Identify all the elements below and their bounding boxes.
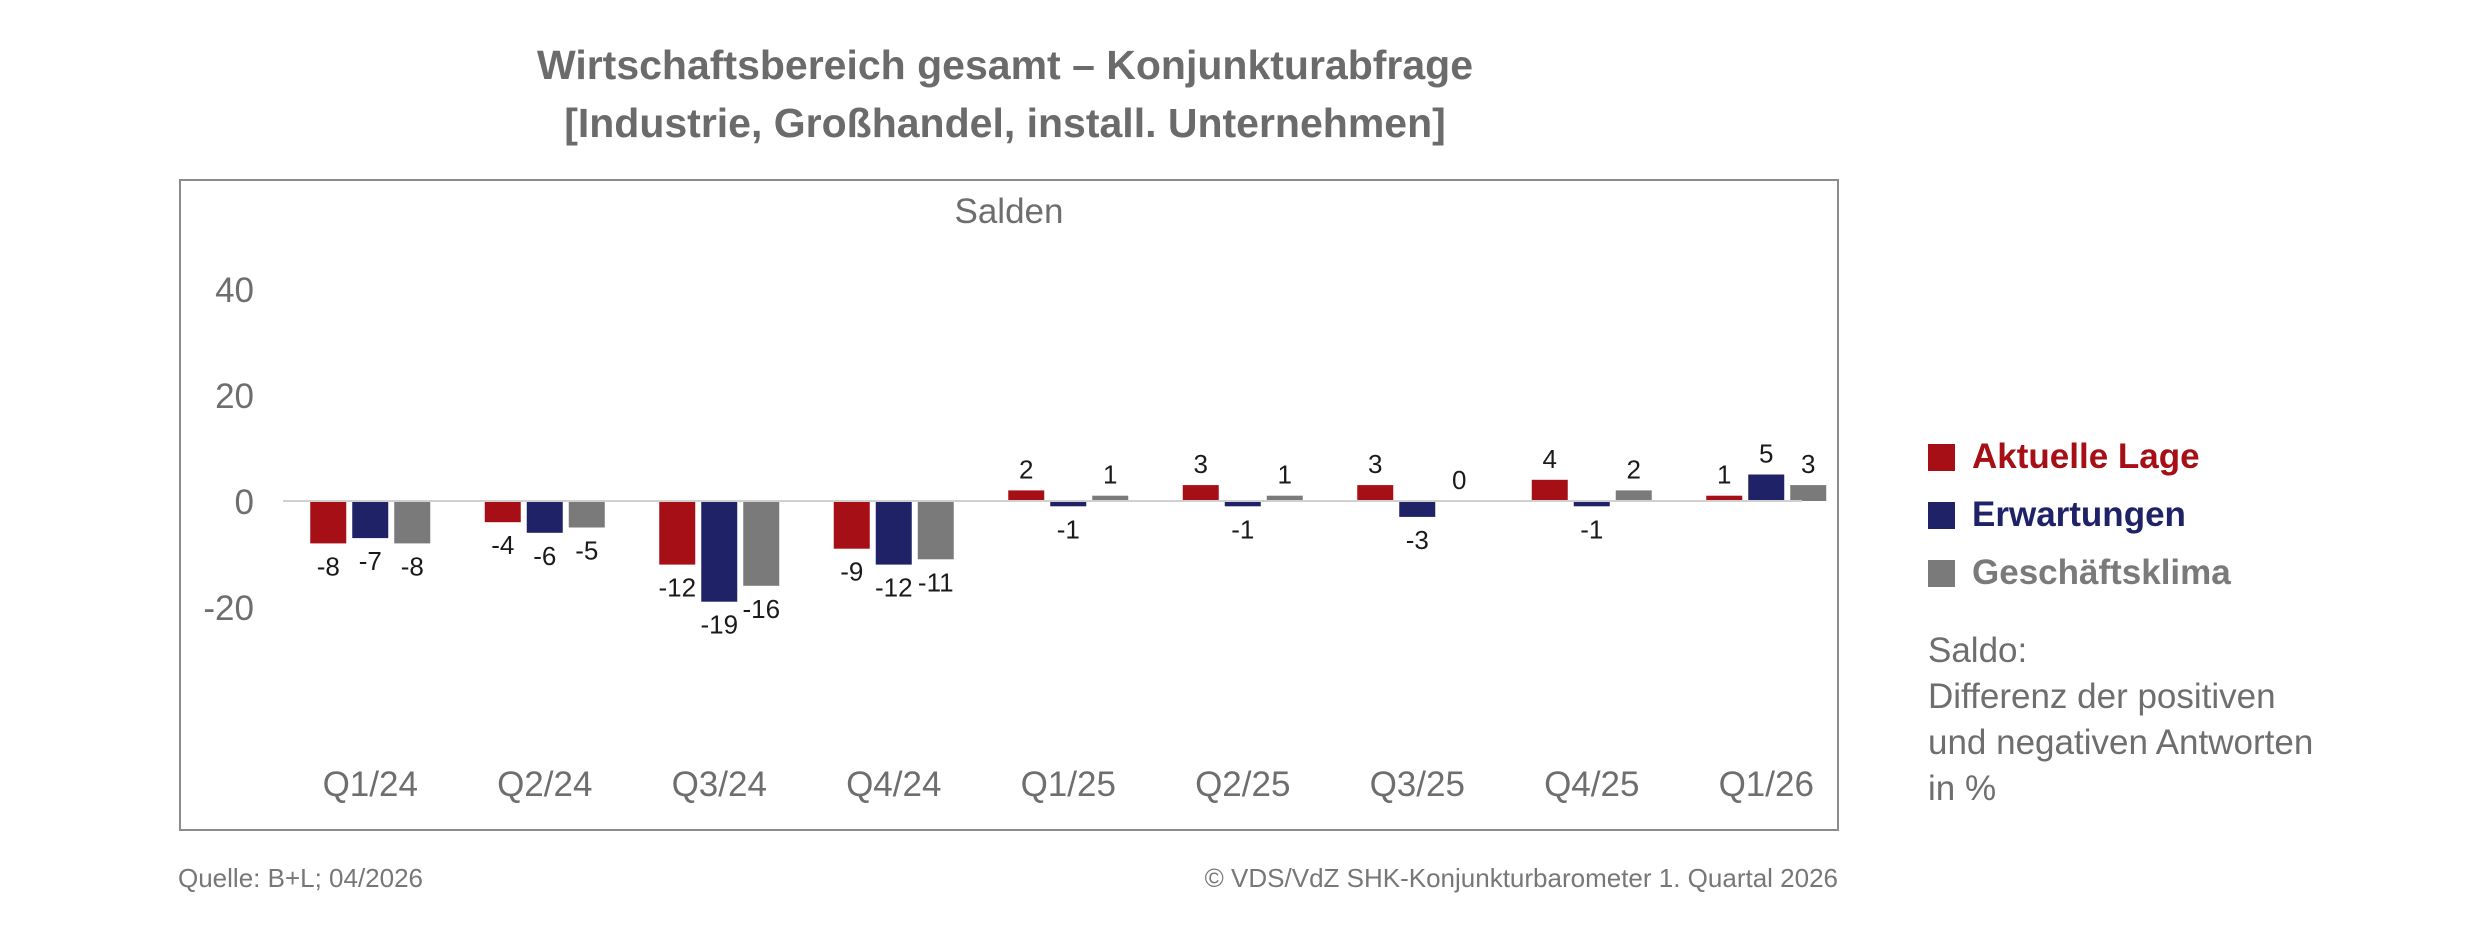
data-label: 0: [1452, 465, 1466, 495]
x-tick-label: Q1/24: [323, 765, 418, 804]
y-tick-label: -20: [203, 589, 254, 628]
bar: [484, 501, 521, 523]
bar: [1357, 485, 1394, 501]
note-line: und negativen Antworten: [1928, 723, 2314, 762]
data-label: -5: [575, 536, 598, 566]
bar: [1706, 495, 1743, 501]
x-tick-label: Q1/25: [1021, 765, 1116, 804]
data-label: 2: [1019, 454, 1033, 484]
legend: Aktuelle Lage Erwartungen Geschäftsklima: [1928, 428, 2231, 602]
data-label: -8: [401, 551, 424, 581]
bar: [1182, 485, 1219, 501]
data-label: 1: [1717, 460, 1731, 490]
saldo-note: Saldo: Differenz der positiven und negat…: [1928, 628, 2448, 812]
data-label: -16: [742, 594, 780, 624]
data-label: -8: [317, 551, 340, 581]
data-label: 1: [1103, 460, 1117, 490]
y-tick-label: 20: [215, 377, 254, 416]
bar: [1748, 474, 1785, 501]
chart-title: Wirtschaftsbereich gesamt – Konjunkturab…: [536, 42, 1473, 88]
footer-copyright: © VDS/VdZ SHK-Konjunkturbarometer 1. Qua…: [1204, 863, 1838, 893]
data-label: -1: [1057, 514, 1080, 544]
footer-source: Quelle: B+L; 04/2026: [178, 863, 424, 893]
legend-item-geschaeftsklima: Geschäftsklima: [1928, 544, 2231, 602]
data-label: -12: [658, 573, 696, 603]
legend-swatch: [1928, 443, 1955, 471]
y-tick-label: 0: [235, 483, 254, 522]
bar: [1399, 501, 1436, 517]
chart-subtitle: [Industrie, Großhandel, install. Unterne…: [564, 100, 1446, 146]
data-label: -7: [359, 546, 382, 576]
y-tick-label: 40: [215, 271, 254, 310]
x-tick-label: Q1/26: [1719, 765, 1814, 804]
legend-item-erwartungen: Erwartungen: [1928, 486, 2231, 544]
data-label: -9: [840, 557, 863, 587]
bar: [833, 501, 870, 549]
data-label: -1: [1580, 514, 1603, 544]
bar: [394, 501, 431, 544]
y-axis-ticks: 40 20 0 -20: [203, 271, 254, 628]
bar: [917, 501, 954, 560]
data-label: -11: [918, 567, 954, 597]
bar: [1266, 495, 1303, 501]
bar: [1092, 495, 1129, 501]
bar: [659, 501, 696, 565]
legend-label: Geschäftsklima: [1972, 553, 2231, 592]
plot-frame: [179, 179, 1839, 831]
plot-label: Salden: [955, 192, 1064, 231]
data-label: 2: [1627, 454, 1641, 484]
x-tick-label: Q3/25: [1370, 765, 1465, 804]
data-label: 1: [1278, 460, 1292, 490]
note-line: in %: [1928, 769, 1997, 808]
legend-label: Erwartungen: [1972, 495, 2186, 534]
legend-label: Aktuelle Lage: [1972, 437, 2200, 476]
data-label: 3: [1194, 449, 1208, 479]
x-axis-ticks: Q1/24 Q2/24 Q3/24 Q4/24 Q1/25 Q2/25 Q3/25 Q4/25…: [323, 765, 1814, 804]
data-label: 4: [1543, 444, 1557, 474]
bar: [1050, 501, 1087, 507]
legend-swatch: [1928, 559, 1955, 587]
data-label: -12: [875, 573, 913, 603]
bar: [526, 501, 563, 533]
note-line: Differenz der positiven: [1928, 677, 2276, 716]
bar: [352, 501, 389, 539]
x-tick-label: Q4/25: [1544, 765, 1639, 804]
data-label: 5: [1759, 439, 1773, 469]
bar: [701, 501, 738, 602]
bar: [1790, 485, 1827, 501]
legend-swatch: [1928, 501, 1955, 529]
bar: [1224, 501, 1261, 507]
x-tick-label: Q4/24: [846, 765, 941, 804]
bar: [743, 501, 780, 586]
x-tick-label: Q2/25: [1195, 765, 1290, 804]
bar: [1008, 490, 1045, 501]
legend-item-aktuelle-lage: Aktuelle Lage: [1928, 428, 2231, 486]
data-label: -1: [1231, 514, 1254, 544]
bar: [1615, 490, 1652, 501]
data-label: -4: [491, 530, 514, 560]
bar: [1531, 479, 1568, 501]
data-label: -19: [700, 610, 738, 640]
chart-title-block: Wirtschaftsbereich gesamt – Konjunkturab…: [180, 36, 1830, 152]
bars-group: [310, 474, 1827, 602]
note-heading: Saldo:: [1928, 631, 2028, 670]
x-tick-label: Q2/24: [497, 765, 592, 804]
bar: [875, 501, 912, 565]
bar: [1573, 501, 1610, 507]
bar: [568, 501, 605, 528]
data-labels-group: -8 -7 -8-4 -6 -5-12-19-16-9-12 -112-11 3-11 3-3…: [317, 439, 1816, 640]
bar: [310, 501, 347, 544]
data-label: 3: [1801, 449, 1815, 479]
data-label: 3: [1368, 449, 1382, 479]
data-label: -6: [533, 541, 556, 571]
x-tick-label: Q3/24: [672, 765, 767, 804]
data-label: -3: [1406, 525, 1429, 555]
